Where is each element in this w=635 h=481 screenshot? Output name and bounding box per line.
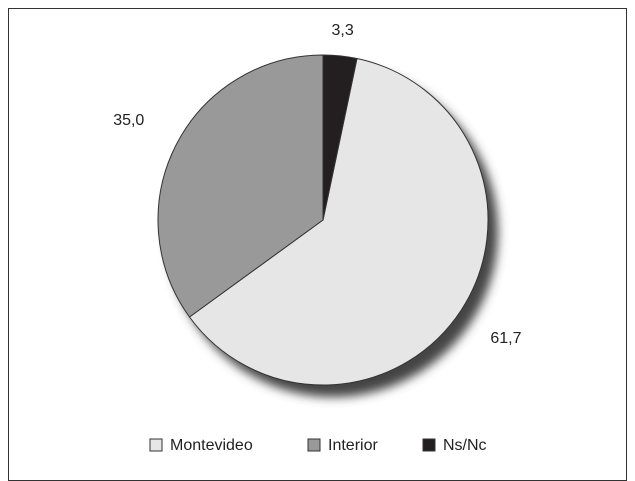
legend-swatch — [307, 438, 321, 452]
pie-slice — [157, 54, 324, 318]
legend-label: Ns/Nc — [443, 437, 487, 454]
legend-label: Montevideo — [170, 437, 253, 454]
pie-slice — [188, 57, 489, 386]
pie-slice — [322, 54, 358, 221]
data-label: 35,0 — [113, 112, 144, 129]
legend-label: Interior — [328, 437, 378, 454]
legend-swatch — [149, 438, 163, 452]
data-label: 61,7 — [490, 330, 521, 347]
legend-swatch — [422, 438, 436, 452]
data-label: 3,3 — [332, 22, 354, 39]
